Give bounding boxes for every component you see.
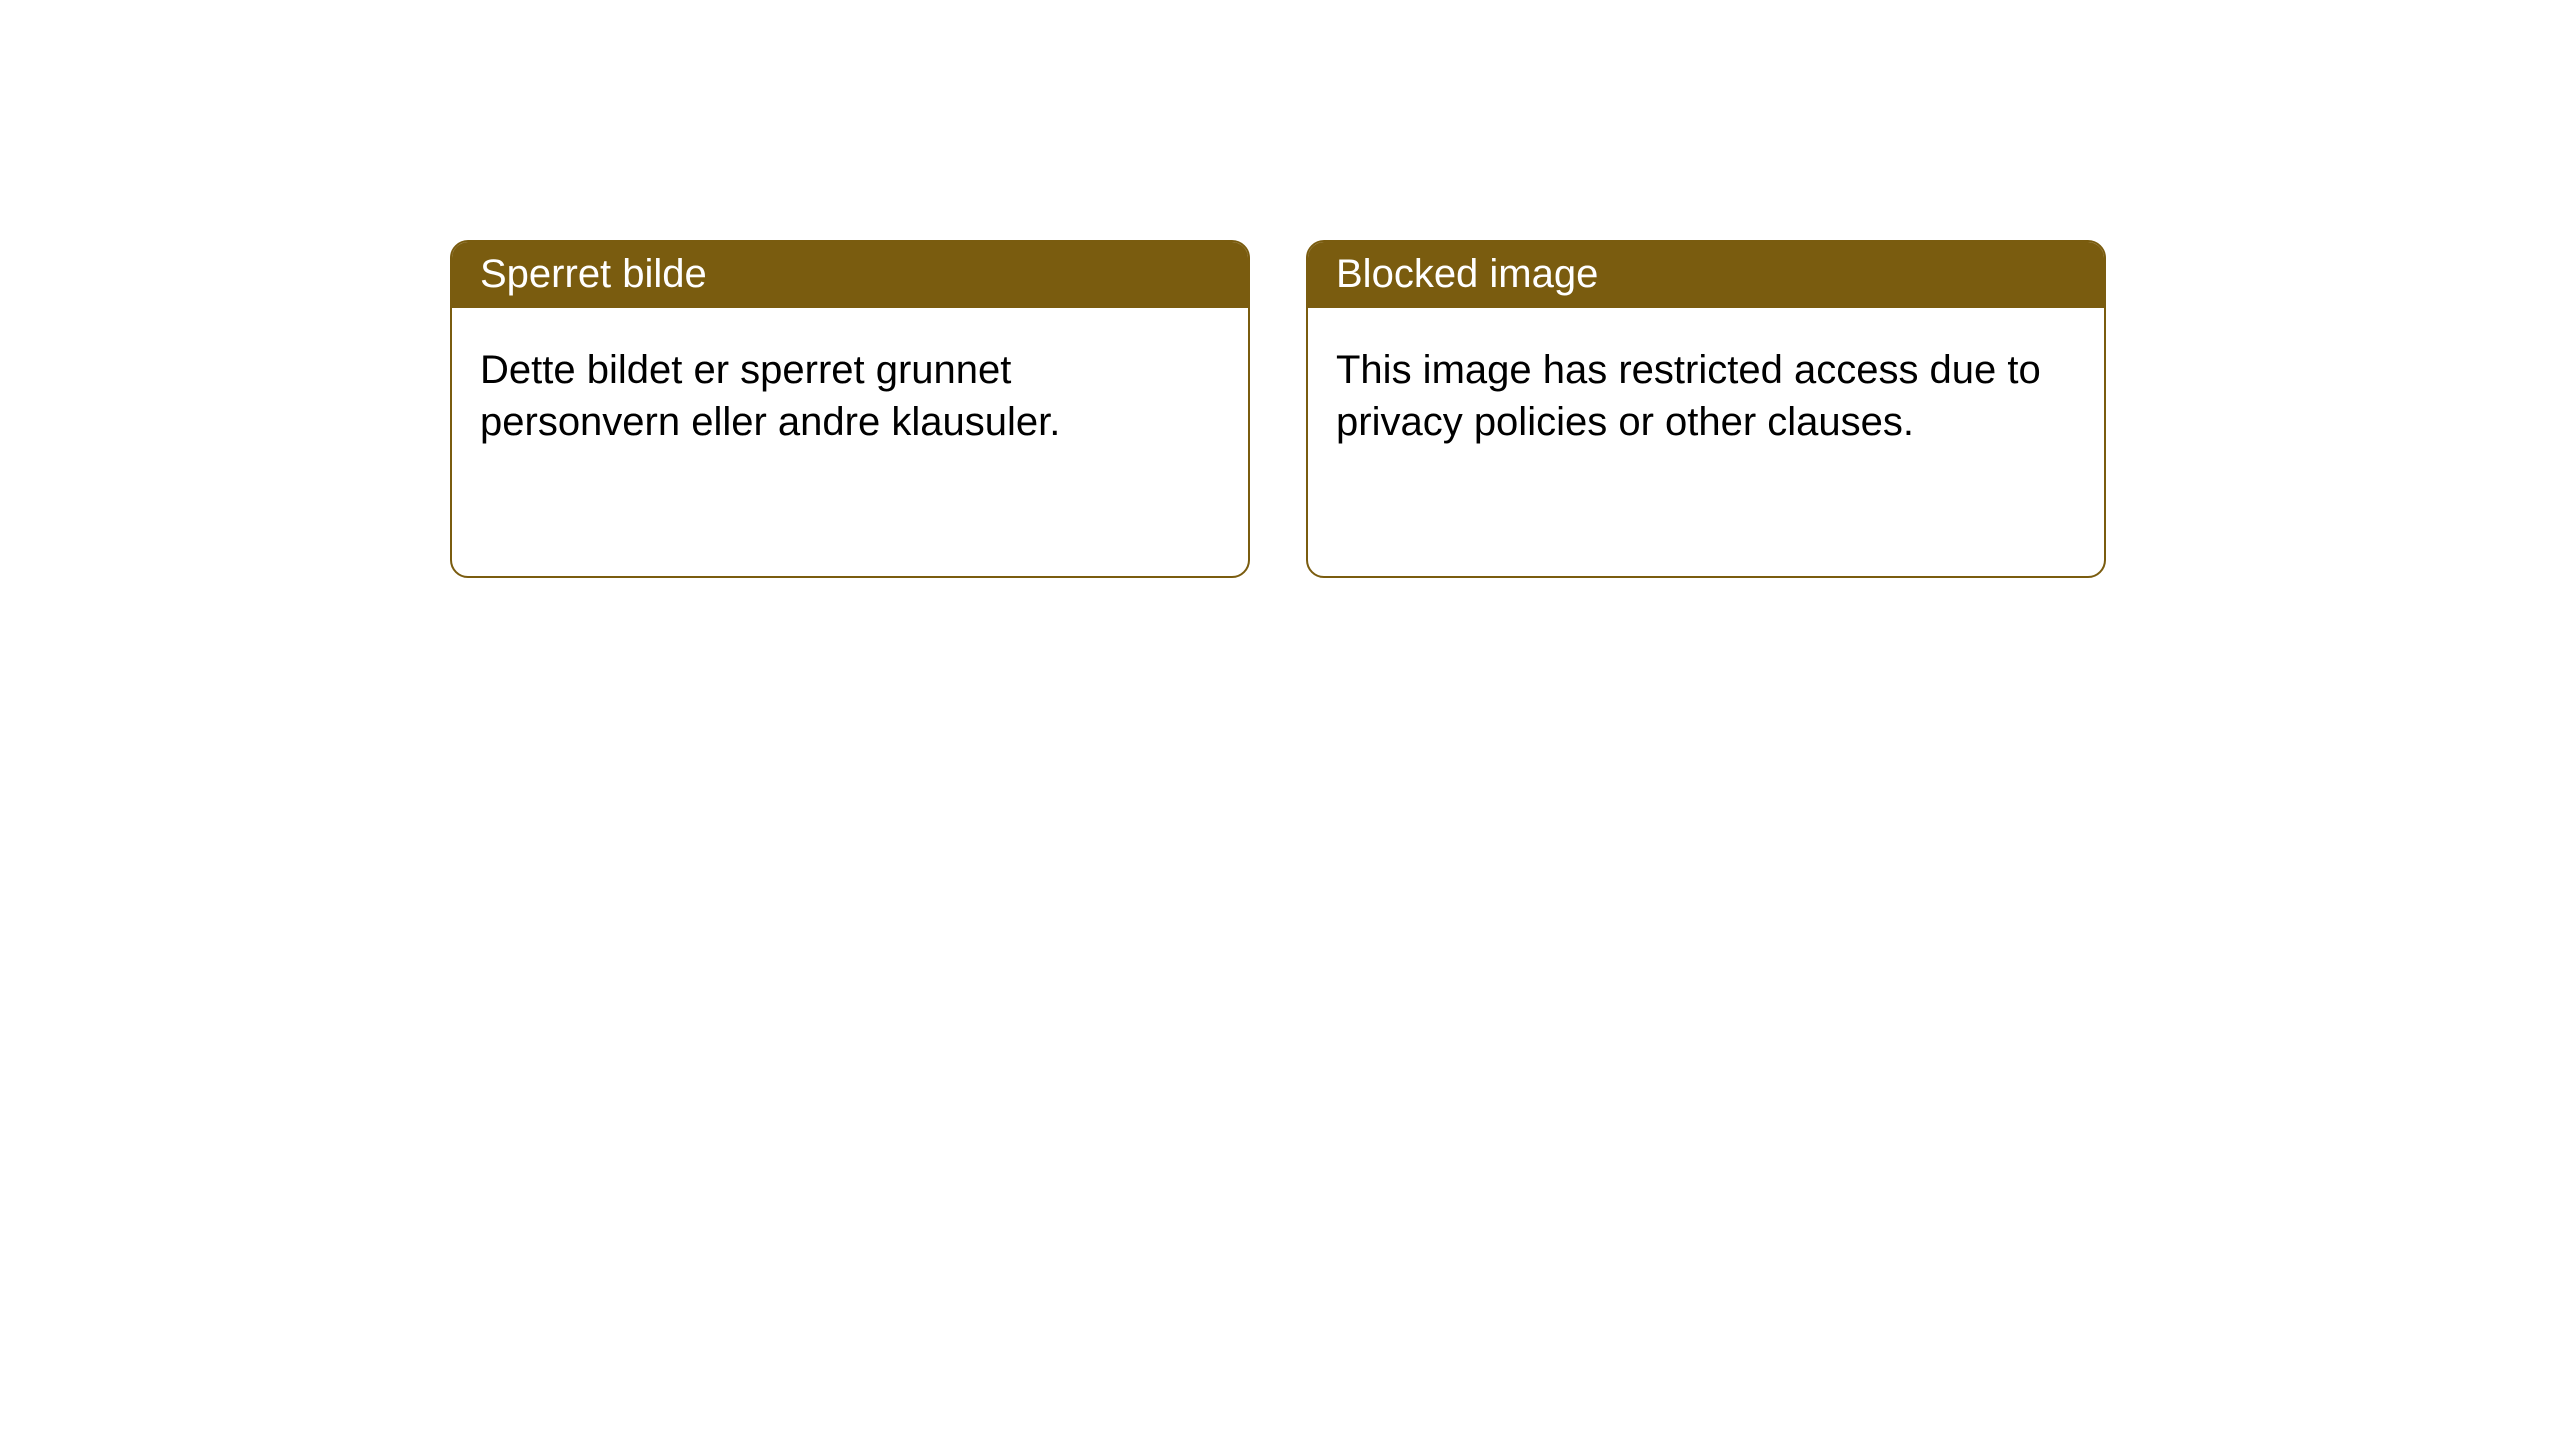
panel-norwegian: Sperret bilde Dette bildet er sperret gr… bbox=[450, 240, 1250, 578]
blocked-image-panels-container: Sperret bilde Dette bildet er sperret gr… bbox=[450, 240, 2560, 578]
panel-body-english: This image has restricted access due to … bbox=[1308, 308, 2104, 476]
panel-body-norwegian: Dette bildet er sperret grunnet personve… bbox=[452, 308, 1248, 476]
panel-header-english: Blocked image bbox=[1308, 242, 2104, 308]
panel-english: Blocked image This image has restricted … bbox=[1306, 240, 2106, 578]
panel-header-norwegian: Sperret bilde bbox=[452, 242, 1248, 308]
